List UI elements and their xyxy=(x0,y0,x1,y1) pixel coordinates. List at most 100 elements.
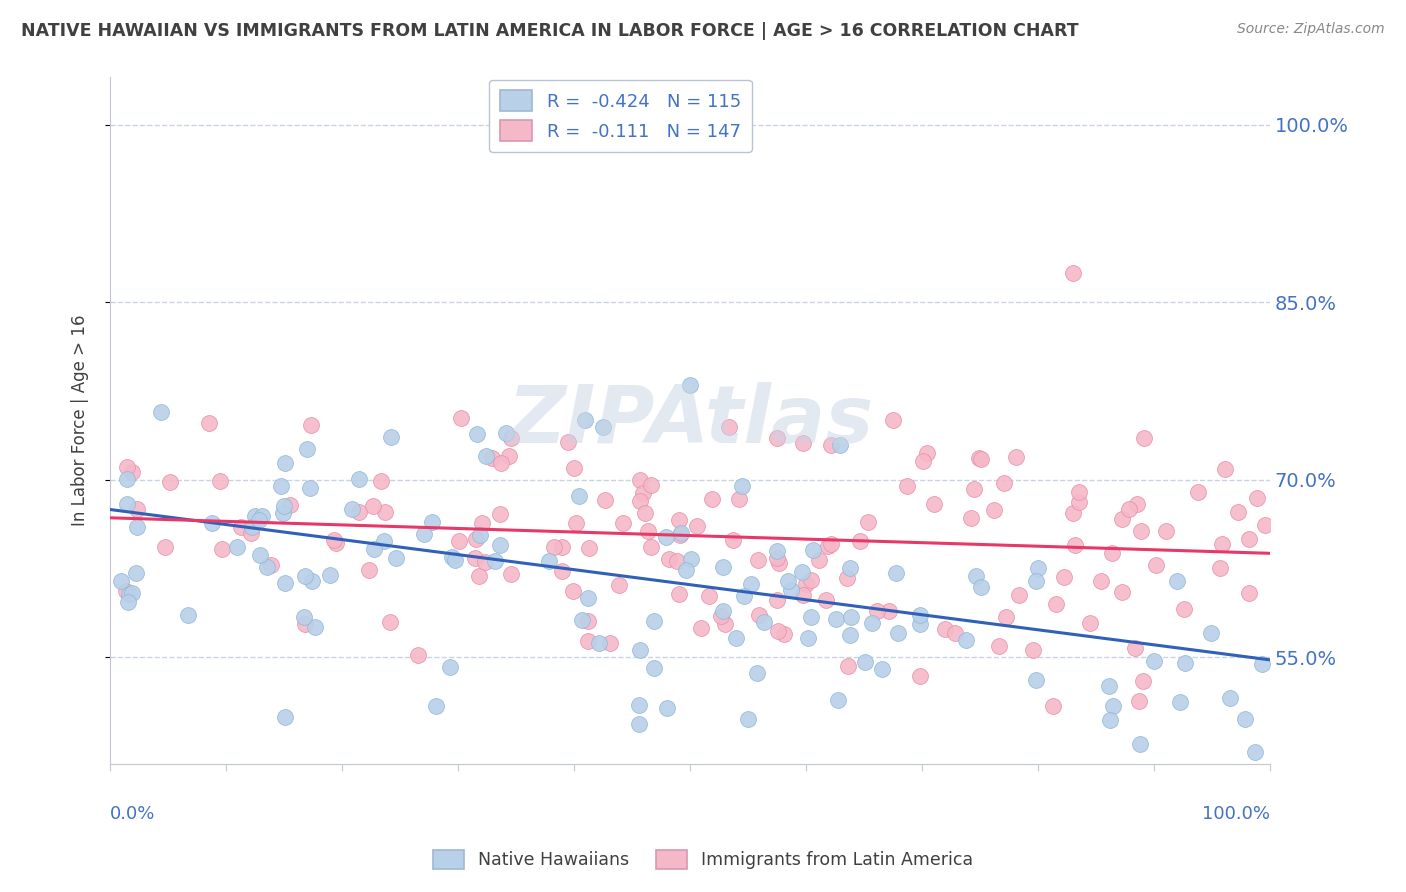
Point xyxy=(896,479,918,493)
Point xyxy=(274,710,297,724)
Point xyxy=(884,566,907,580)
Point xyxy=(1022,643,1045,657)
Point xyxy=(347,505,370,519)
Point xyxy=(159,475,181,490)
Point xyxy=(571,613,593,627)
Point xyxy=(211,541,233,556)
Point xyxy=(1143,654,1166,668)
Point xyxy=(198,416,221,430)
Point xyxy=(911,453,934,467)
Point xyxy=(301,574,323,589)
Point xyxy=(1062,266,1084,280)
Point xyxy=(325,536,347,550)
Point xyxy=(657,701,679,715)
Point xyxy=(717,420,740,434)
Point xyxy=(551,540,574,554)
Point xyxy=(1253,518,1275,533)
Point xyxy=(727,492,749,507)
Point xyxy=(887,626,910,640)
Point xyxy=(125,502,148,516)
Point xyxy=(1133,431,1156,445)
Point xyxy=(679,378,702,392)
Point xyxy=(752,615,775,630)
Point xyxy=(1226,505,1249,519)
Point xyxy=(1237,586,1260,600)
Point xyxy=(747,553,769,567)
Point xyxy=(882,413,904,427)
Point xyxy=(824,612,846,626)
Point xyxy=(776,574,799,588)
Point xyxy=(444,553,467,567)
Point xyxy=(628,698,651,712)
Point xyxy=(294,616,316,631)
Point xyxy=(710,609,733,624)
Point xyxy=(779,583,801,598)
Point xyxy=(612,516,634,530)
Point xyxy=(226,541,249,555)
Point xyxy=(837,571,859,585)
Point xyxy=(501,567,523,582)
Point xyxy=(1111,585,1133,599)
Point xyxy=(1025,574,1047,588)
Point xyxy=(1126,497,1149,511)
Point xyxy=(965,569,987,583)
Point xyxy=(297,442,319,456)
Point xyxy=(385,550,408,565)
Point xyxy=(498,449,520,463)
Point xyxy=(934,622,956,636)
Point xyxy=(149,404,172,418)
Point xyxy=(669,528,692,542)
Point xyxy=(702,492,724,507)
Point xyxy=(637,524,659,538)
Point xyxy=(640,478,662,492)
Point xyxy=(983,503,1005,517)
Point xyxy=(564,516,586,530)
Point xyxy=(273,456,295,470)
Point xyxy=(731,479,754,493)
Point xyxy=(607,578,630,592)
Point xyxy=(800,610,823,624)
Point xyxy=(440,550,463,565)
Point xyxy=(858,515,880,529)
Point xyxy=(115,459,138,474)
Point xyxy=(449,534,471,549)
Point xyxy=(792,588,814,602)
Point xyxy=(592,419,614,434)
Point xyxy=(943,625,966,640)
Point xyxy=(229,520,252,534)
Point xyxy=(1098,714,1121,728)
Text: 100.0%: 100.0% xyxy=(1202,805,1270,823)
Point xyxy=(800,573,823,587)
Point xyxy=(1005,450,1028,465)
Point xyxy=(1174,656,1197,670)
Point xyxy=(711,560,734,574)
Point xyxy=(628,642,651,657)
Y-axis label: In Labor Force | Age > 16: In Labor Force | Age > 16 xyxy=(72,315,89,526)
Point xyxy=(1045,597,1067,611)
Point xyxy=(294,568,316,582)
Point xyxy=(737,712,759,726)
Point xyxy=(467,426,489,441)
Point xyxy=(817,539,839,553)
Point xyxy=(994,610,1017,624)
Point xyxy=(665,554,688,568)
Point xyxy=(737,828,759,842)
Point xyxy=(772,627,794,641)
Point xyxy=(1123,640,1146,655)
Point xyxy=(564,460,586,475)
Point xyxy=(1111,512,1133,526)
Point xyxy=(1219,691,1241,706)
Point xyxy=(450,410,472,425)
Point xyxy=(491,456,513,470)
Point xyxy=(576,634,599,648)
Point xyxy=(838,627,860,641)
Point xyxy=(766,624,789,638)
Point xyxy=(910,608,932,623)
Point xyxy=(768,556,790,570)
Text: Source: ZipAtlas.com: Source: ZipAtlas.com xyxy=(1237,22,1385,37)
Point xyxy=(1129,738,1152,752)
Point xyxy=(201,516,224,531)
Point xyxy=(1008,588,1031,602)
Point xyxy=(669,526,692,541)
Point xyxy=(848,533,870,548)
